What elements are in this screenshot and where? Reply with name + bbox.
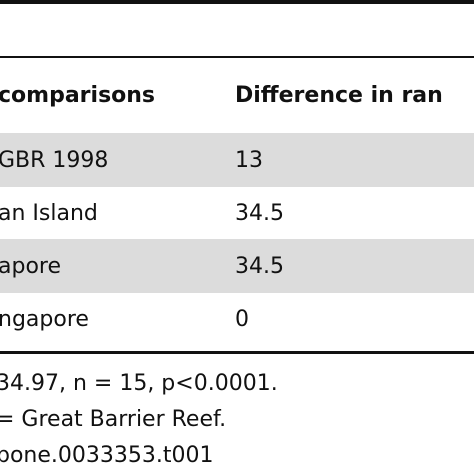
header-cell-comparisons: comparisons (0, 83, 156, 108)
table-row: apore 34.5 (0, 239, 474, 293)
table-header-row: comparisons Difference in ran (0, 58, 474, 133)
header-cell-difference: Difference in ran (235, 83, 443, 108)
difference-cell: 34.5 (235, 200, 284, 226)
table-bottom-rule (0, 351, 474, 354)
comparison-cell: apore (0, 253, 62, 279)
comparison-cell: GBR 1998 (0, 147, 109, 173)
difference-cell: 0 (235, 306, 249, 332)
table-footnote-doi: pone.0033353.t001 (0, 443, 214, 468)
table-row: an Island 34.5 (0, 186, 474, 240)
table-row: GBR 1998 13 (0, 133, 474, 187)
difference-cell: 34.5 (235, 253, 284, 279)
table-footnote-abbreviation: = Great Barrier Reef. (0, 407, 227, 432)
difference-cell: 13 (235, 147, 263, 173)
table-top-rule (0, 0, 474, 4)
table-row: ngapore 0 (0, 292, 474, 346)
table-header-rule (0, 56, 474, 58)
comparison-cell: an Island (0, 200, 98, 226)
table-footnote-statistics: 34.97, n = 15, p<0.0001. (0, 371, 278, 396)
comparison-cell: ngapore (0, 306, 89, 332)
